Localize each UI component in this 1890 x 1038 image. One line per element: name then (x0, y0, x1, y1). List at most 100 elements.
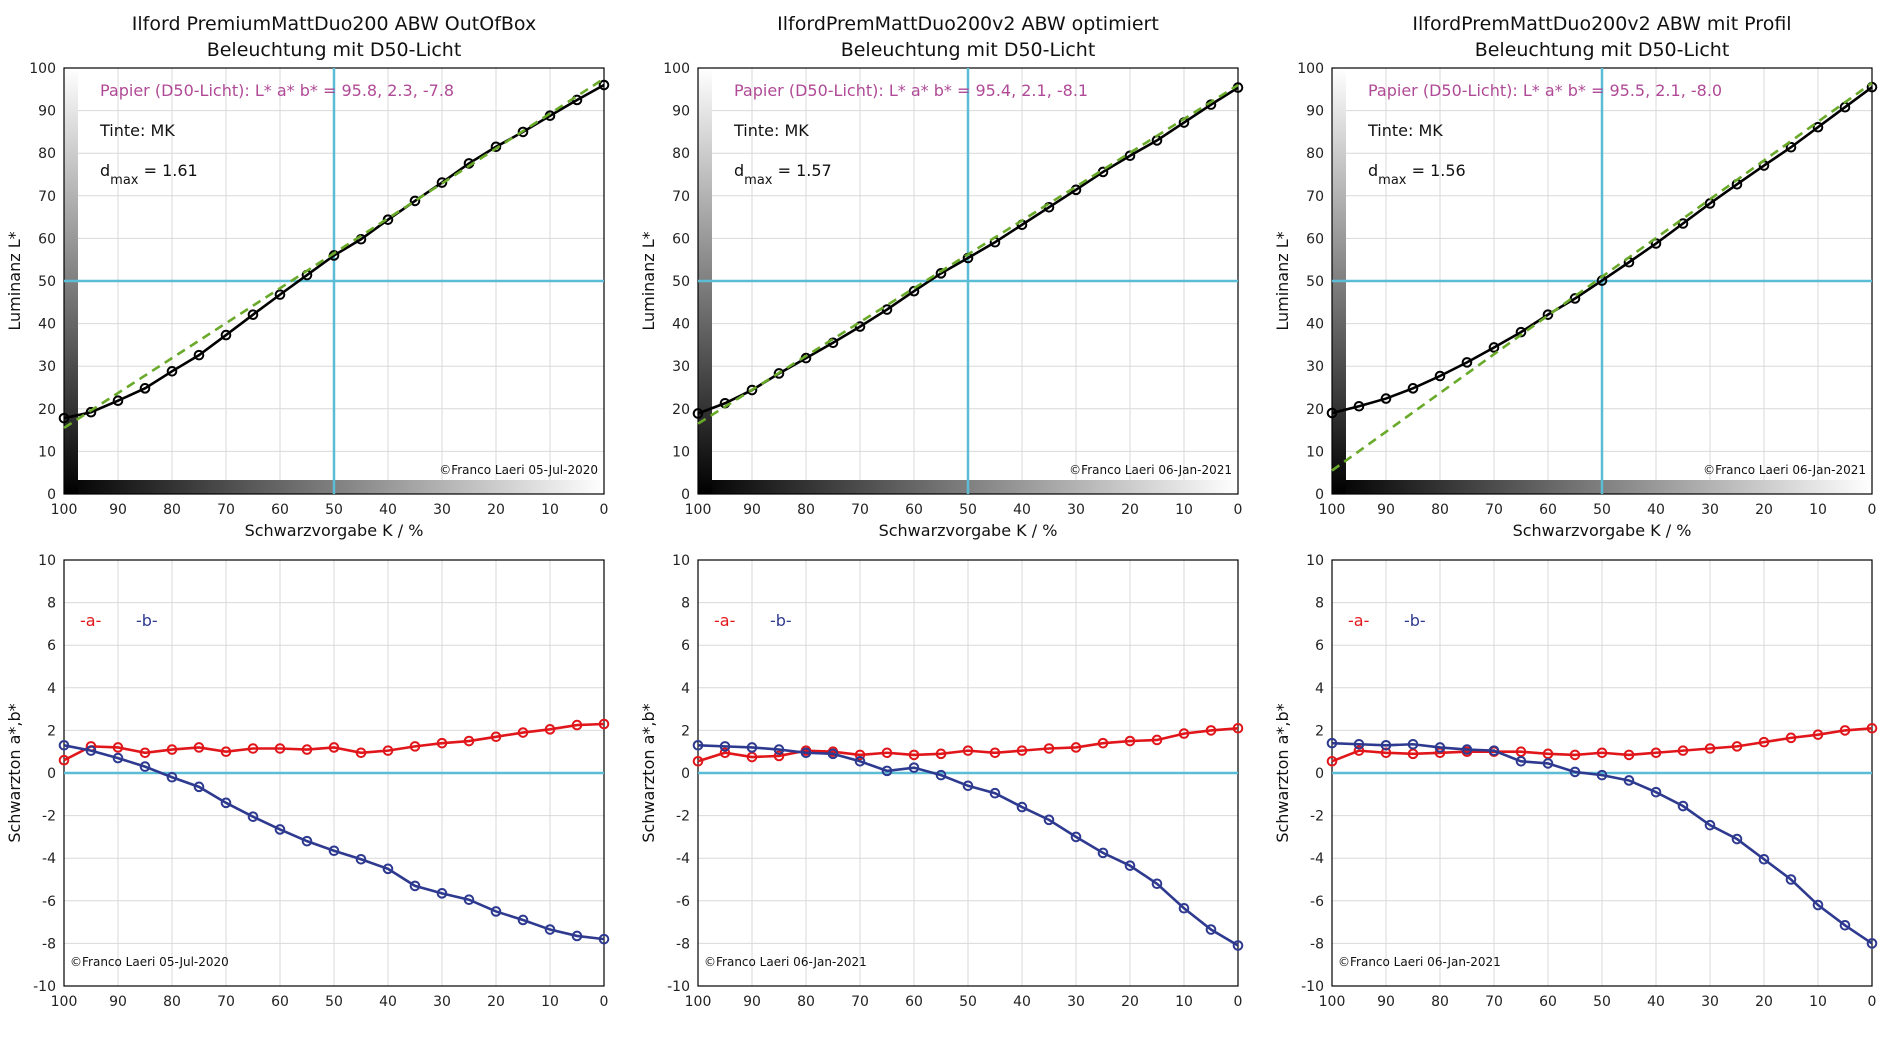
x-tick-label: 10 (1809, 502, 1827, 518)
data-point (1704, 743, 1716, 754)
dmax-prefix: d (1368, 161, 1378, 180)
y-tick-label: 100 (1297, 61, 1324, 77)
data-point (1758, 853, 1770, 865)
y-tick-label: 20 (38, 402, 56, 418)
data-point (1407, 383, 1419, 394)
y-tick-label: 8 (1315, 596, 1324, 612)
data-point (881, 747, 893, 759)
data-point (1839, 725, 1851, 736)
data-point (1434, 370, 1446, 382)
y-tick-label: 70 (672, 189, 690, 205)
y-tick-label: 80 (672, 146, 690, 162)
y-tick-label: 20 (672, 402, 690, 418)
y-tick-label: 70 (38, 189, 56, 205)
data-point (881, 304, 893, 315)
y-tick-label: 8 (681, 596, 690, 612)
x-tick-label: 60 (271, 502, 289, 518)
x-tick-label: 70 (217, 994, 235, 1010)
y-tick-label: 30 (672, 359, 690, 375)
x-tick-label: 40 (1647, 994, 1665, 1010)
data-point (1623, 775, 1635, 786)
x-tick-label: 0 (600, 994, 609, 1010)
data-point (598, 933, 610, 945)
data-point (719, 741, 731, 752)
data-point (1785, 874, 1797, 885)
data-point (166, 366, 178, 377)
data-point (1353, 400, 1365, 412)
y-tick-label: 0 (1315, 766, 1324, 782)
series-line-2 (63, 744, 605, 941)
y-tick-label: 50 (672, 274, 690, 290)
data-point (220, 329, 232, 341)
y-tick-label: -10 (667, 979, 690, 995)
paper-label: Papier (D50-Licht): L* a* b* = 95.4, 2.1… (734, 81, 1088, 100)
y-tick-label: 4 (1315, 681, 1324, 697)
y-tick-label: 80 (38, 146, 56, 162)
x-tick-label: 0 (600, 502, 609, 518)
y-tick-label: 90 (38, 104, 56, 120)
y-tick-label: 0 (1315, 487, 1324, 503)
y-tick-label: -4 (1310, 851, 1324, 867)
x-tick-label: 0 (1868, 502, 1877, 518)
x-tick-label: 100 (685, 994, 712, 1010)
data-point (1178, 728, 1190, 739)
data-point (301, 835, 313, 847)
y-tick-label: 2 (681, 723, 690, 739)
y-tick-label: 80 (1306, 146, 1324, 162)
data-point (274, 743, 286, 754)
x-tick-label: 70 (851, 994, 869, 1010)
data-point (58, 412, 70, 424)
x-tick-label: 50 (1593, 502, 1611, 518)
copyright-note: ©Franco Laeri 06-Jan-2021 (704, 955, 867, 969)
series-line-1 (63, 722, 605, 762)
y-tick-label: 0 (47, 487, 56, 503)
data-point (382, 745, 394, 756)
y-tick-label: 10 (38, 444, 56, 460)
data-point (881, 765, 893, 777)
y-tick-label: -2 (1310, 809, 1324, 825)
data-point (1650, 786, 1662, 798)
data-point (571, 719, 583, 731)
data-point (1866, 81, 1878, 93)
x-tick-label: 0 (1868, 994, 1877, 1010)
dmax-prefix: d (100, 161, 110, 180)
y-tick-label: -6 (676, 894, 690, 910)
copyright-note: ©Franco Laeri 05-Jul-2020 (439, 463, 598, 477)
series-line-1 (697, 726, 1239, 763)
y-tick-label: -8 (676, 936, 690, 952)
y-tick-label: -6 (1310, 894, 1324, 910)
x-tick-label: 100 (685, 502, 712, 518)
data-point (1434, 742, 1446, 753)
data-point (1016, 801, 1028, 813)
data-point (1380, 747, 1392, 759)
x-tick-label: 70 (1485, 994, 1503, 1010)
data-point (827, 748, 839, 760)
y-tick-label: -6 (42, 894, 56, 910)
y-tick-label: 10 (672, 444, 690, 460)
data-point (962, 745, 974, 756)
y-tick-label: 6 (47, 638, 56, 654)
data-point (1812, 121, 1824, 133)
x-tick-label: 10 (1809, 994, 1827, 1010)
y-tick-label: -8 (1310, 936, 1324, 952)
y-tick-label: 10 (1306, 444, 1324, 460)
data-point (1326, 407, 1338, 419)
data-point (854, 755, 866, 767)
x-tick-label: 80 (797, 502, 815, 518)
series-line-1 (1331, 726, 1873, 763)
chart-panel-3: 100 90 80 70 60 50 40 30 20 10 0010203040506070809… (1273, 13, 1878, 540)
x-tick-label: 30 (1701, 994, 1719, 1010)
data-point (1812, 899, 1824, 911)
data-point (1070, 742, 1082, 753)
x-axis-label: Schwarzvorgabe K / % (879, 521, 1058, 540)
data-point (1461, 744, 1473, 755)
data-point (85, 406, 97, 418)
x-tick-label: 60 (905, 994, 923, 1010)
data-point (1043, 743, 1055, 754)
data-point (517, 126, 529, 138)
data-point (1407, 738, 1419, 750)
data-point (58, 754, 70, 766)
data-point (935, 769, 947, 781)
y-tick-label: 4 (681, 681, 690, 697)
data-point (436, 737, 448, 749)
